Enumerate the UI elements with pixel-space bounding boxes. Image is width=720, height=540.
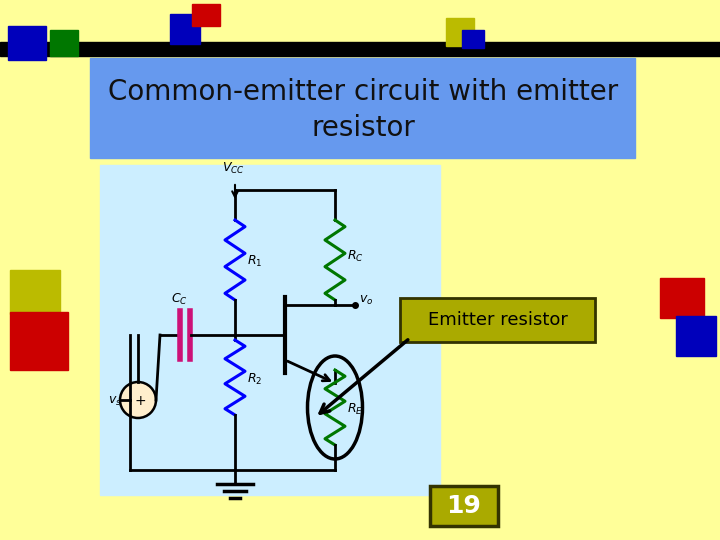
Text: Emitter resistor: Emitter resistor	[428, 311, 567, 329]
Text: $R_1$: $R_1$	[247, 254, 262, 269]
Bar	[430, 486, 498, 526]
Circle shape	[120, 382, 156, 418]
Bar	[660, 278, 704, 318]
Bar	[446, 18, 474, 46]
Text: $v_s$: $v_s$	[108, 395, 122, 408]
Bar	[0, 42, 720, 56]
Bar	[10, 270, 60, 314]
Text: 19: 19	[446, 494, 482, 518]
Text: +: +	[134, 394, 146, 408]
Bar	[192, 4, 220, 26]
Bar	[50, 30, 78, 56]
Text: Common-emitter circuit with emitter
resistor: Common-emitter circuit with emitter resi…	[108, 78, 618, 143]
Bar	[400, 298, 595, 342]
Bar	[100, 165, 440, 495]
Bar	[462, 30, 484, 48]
Text: $R_2$: $R_2$	[247, 372, 262, 387]
Bar	[10, 312, 68, 370]
Text: $R_E$: $R_E$	[347, 402, 363, 416]
Bar	[8, 26, 46, 60]
Text: $C_C$: $C_C$	[171, 292, 188, 307]
Bar	[676, 316, 716, 356]
Bar	[90, 58, 635, 158]
Bar	[170, 14, 200, 44]
Text: $R_C$: $R_C$	[347, 249, 364, 264]
Text: $v_o$: $v_o$	[359, 294, 374, 307]
Text: $V_{CC}$: $V_{CC}$	[222, 161, 244, 176]
